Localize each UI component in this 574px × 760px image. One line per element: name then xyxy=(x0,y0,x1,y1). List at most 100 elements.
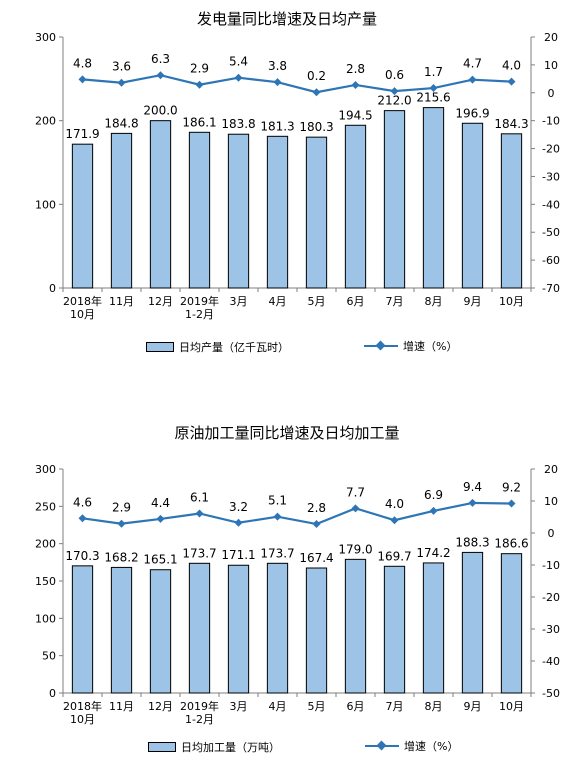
chart-2-right-tick-label: -20 xyxy=(542,591,560,604)
chart-1-growth-point xyxy=(195,80,204,89)
chart-1-bar-label: 184.3 xyxy=(494,117,528,131)
chart-1-growth-label: 0.6 xyxy=(385,68,404,82)
chart-1-growth-point xyxy=(117,78,126,87)
chart-1-legend-bars: 日均产量（亿千瓦时） xyxy=(146,339,289,355)
chart-2-category-label: 3月 xyxy=(230,700,248,713)
chart-2-right-tick-label: 20 xyxy=(544,463,558,476)
chart-2-right-tick-label: -40 xyxy=(542,655,560,668)
chart-2-left-tick-label: 150 xyxy=(35,575,56,588)
chart-2-bar-label: 188.3 xyxy=(455,535,489,549)
chart-1-bar xyxy=(344,124,367,289)
chart-1-container: 发电量同比增速及日均产量 0 100 200 300 20 10 0 -10 -20 -30 -40… xyxy=(0,0,574,380)
chart-1-growth-point xyxy=(234,73,243,82)
chart-1-right-tick-label: -40 xyxy=(542,198,560,211)
chart-2-bar-label: 179.0 xyxy=(338,542,372,556)
chart-1-growth-label: 4.8 xyxy=(73,56,92,70)
chart-2-growth-label: 5.1 xyxy=(268,494,287,508)
chart-1-growth-point xyxy=(390,87,399,96)
chart-2-growth-label: 9.2 xyxy=(502,481,521,495)
chart-1-category-label: 10月 xyxy=(499,295,524,308)
chart-2-growth-label: 6.9 xyxy=(424,488,443,502)
chart-2-category-label: 2018年 xyxy=(63,699,102,713)
chart-1-left-tick-label: 200 xyxy=(35,115,56,128)
chart-1-growth-label: 2.8 xyxy=(346,62,365,76)
chart-2-bar xyxy=(266,562,289,694)
chart-2-bar xyxy=(227,564,250,694)
chart-1-bar-label: 215.6 xyxy=(416,91,450,105)
chart-1-growth-label: 4.0 xyxy=(502,59,521,73)
chart-1-bar-label: 186.1 xyxy=(182,115,216,129)
chart-1-bar xyxy=(71,143,94,289)
chart-1-bar xyxy=(383,110,406,289)
chart-1-legend-line: 增速（%） xyxy=(364,338,457,354)
chart-2-category-label: 1-2月 xyxy=(185,713,214,726)
chart-2-growth-point xyxy=(273,512,282,521)
chart-2-bar xyxy=(149,569,172,694)
chart-1-category-label: 1-2月 xyxy=(185,308,214,321)
chart-1-growth-label: 4.7 xyxy=(463,57,482,71)
chart-1-category-label: 7月 xyxy=(386,295,404,308)
chart-2-growth-point xyxy=(507,499,516,508)
chart-1-category-label: 4月 xyxy=(269,295,287,308)
chart-2-bar xyxy=(500,553,523,694)
chart-1-right-tick-label: -50 xyxy=(542,226,560,239)
chart-1-category-label: 3月 xyxy=(230,295,248,308)
chart-2-bar xyxy=(461,551,484,694)
chart-1-left-tick-label: 100 xyxy=(35,198,56,211)
chart-2-left-tick-label: 300 xyxy=(35,463,56,476)
chart-1-growth-label: 3.6 xyxy=(112,60,131,74)
chart-2-bar-label: 173.7 xyxy=(182,546,216,560)
chart-2-right-tick-label: -10 xyxy=(542,559,560,572)
chart-2-growth-point xyxy=(312,520,321,529)
chart-2-legend-bars: 日均加工量（万吨） xyxy=(148,739,280,755)
chart-2-category-label: 12月 xyxy=(148,700,173,713)
chart-1-bar-label: 184.8 xyxy=(104,116,138,130)
chart-2-legend-bar-label: 日均加工量（万吨） xyxy=(181,741,280,754)
chart-2-category-label: 6月 xyxy=(347,700,365,713)
chart-2-growth-label: 4.0 xyxy=(385,497,404,511)
chart-1-bar-label: 212.0 xyxy=(377,94,411,108)
chart-2-category-label: 10月 xyxy=(70,713,95,726)
chart-2-right-tick-label: -50 xyxy=(542,687,560,700)
chart-1-growth-label: 5.4 xyxy=(229,55,248,69)
chart-1-growth-label: 0.2 xyxy=(307,69,326,83)
chart-2-bar xyxy=(305,567,328,694)
chart-2-bar xyxy=(383,565,406,694)
chart-1-bar-label: 171.9 xyxy=(65,127,99,141)
chart-1-bar xyxy=(149,120,172,289)
chart-2-growth-line xyxy=(82,501,512,526)
chart-1-growth-point xyxy=(507,77,516,86)
chart-2-bar xyxy=(422,562,445,694)
chart-1-legend-bar-swatch xyxy=(146,342,174,352)
chart-2-growth-point xyxy=(156,514,165,523)
chart-2-growth-label: 4.4 xyxy=(151,496,170,510)
chart-1-right-tick-label: 0 xyxy=(548,87,555,100)
chart-2-bar-label: 171.1 xyxy=(221,548,255,562)
chart-1-right-tick-label: -30 xyxy=(542,170,560,183)
chart-2-bar-label: 168.2 xyxy=(104,550,138,564)
chart-1-growth-label: 6.3 xyxy=(151,52,170,66)
chart-2-legend-line: 增速（%） xyxy=(365,738,458,754)
chart-1-bar xyxy=(500,133,523,289)
chart-1-growth-point xyxy=(273,78,282,87)
chart-2-bar xyxy=(110,566,133,694)
chart-2-legend-line-swatch xyxy=(365,741,399,751)
chart-1-growth-line xyxy=(82,74,512,94)
chart-2-growth-label: 3.2 xyxy=(229,500,248,514)
chart-1-left-tick-label: 0 xyxy=(49,282,56,295)
chart-2-growth-label: 2.8 xyxy=(307,501,326,515)
chart-1-category-label: 10月 xyxy=(70,308,95,321)
chart-1-growth-label: 3.8 xyxy=(268,59,287,73)
chart-2-right-tick-label: 0 xyxy=(548,527,555,540)
chart-2-bar-label: 165.1 xyxy=(143,553,177,567)
chart-1-right-tick-label: -60 xyxy=(542,254,560,267)
chart-1-bar-label: 183.8 xyxy=(221,117,255,131)
chart-2-right-tick-label: 10 xyxy=(544,495,558,508)
chart-2-category-label: 2019年 xyxy=(180,699,219,713)
chart-1-growth-label: 2.9 xyxy=(190,62,209,76)
chart-1-bar-label: 181.3 xyxy=(260,119,294,133)
chart-1-category-label: 8月 xyxy=(425,295,443,308)
chart-2-category-label: 5月 xyxy=(308,700,326,713)
chart-1-right-tick-label: -70 xyxy=(542,282,560,295)
